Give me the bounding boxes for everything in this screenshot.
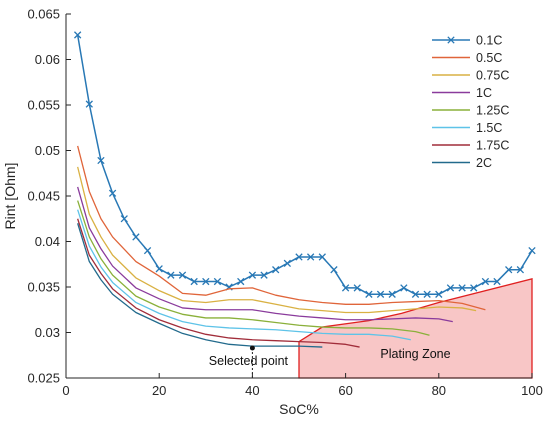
data-point-0.1C bbox=[435, 290, 443, 298]
data-point-0.1C bbox=[318, 253, 326, 261]
x-tick-label: 40 bbox=[245, 383, 259, 398]
data-point-0.1C bbox=[341, 284, 350, 292]
data-point-0.1C bbox=[283, 259, 292, 267]
x-tick-label: 20 bbox=[152, 383, 166, 398]
y-tick-label: 0.04 bbox=[35, 234, 60, 249]
data-point-0.1C bbox=[388, 290, 396, 298]
data-point-0.1C bbox=[73, 31, 82, 39]
data-point-0.1C bbox=[155, 265, 163, 273]
plating-zone-layer bbox=[298, 277, 533, 379]
legend-label-1.25C: 1.25C bbox=[476, 104, 509, 118]
selected-point-marker bbox=[249, 345, 255, 351]
data-point-0.1C bbox=[400, 284, 408, 292]
legend: 0.1C 0.5C 0.75C 1C 1.25C 1.5C 1.75C 2C bbox=[432, 34, 509, 170]
legend-label-0.75C: 0.75C bbox=[476, 69, 509, 83]
data-point-0.1C bbox=[481, 277, 490, 286]
data-point-0.1C bbox=[190, 277, 198, 286]
legend-label-0.5C: 0.5C bbox=[476, 51, 502, 65]
data-point-0.1C bbox=[411, 290, 420, 298]
legend-marker-0.1C bbox=[447, 36, 455, 44]
legend-label-1.75C: 1.75C bbox=[476, 139, 509, 153]
data-point-0.1C bbox=[505, 266, 513, 274]
data-point-0.1C bbox=[493, 277, 501, 286]
data-point-0.1C bbox=[143, 246, 152, 255]
series-line-0.75C bbox=[77, 166, 477, 314]
x-tick-label: 60 bbox=[338, 383, 352, 398]
data-point-0.1C bbox=[516, 266, 525, 274]
y-tick-label: 0.06 bbox=[35, 52, 60, 67]
data-point-0.1C bbox=[365, 290, 373, 298]
data-point-0.1C bbox=[132, 233, 140, 241]
plating-zone-area bbox=[298, 277, 533, 379]
x-tick-label: 80 bbox=[432, 383, 446, 398]
legend-label-0.1C: 0.1C bbox=[476, 34, 502, 48]
series-line-1.5C bbox=[77, 209, 411, 341]
legend-label-1C: 1C bbox=[476, 86, 492, 100]
legend-label-1.5C: 1.5C bbox=[476, 121, 502, 135]
data-point-0.1C bbox=[458, 284, 466, 292]
series-layer bbox=[73, 31, 536, 348]
series-line-1.25C bbox=[77, 200, 430, 336]
data-point-0.1C bbox=[120, 215, 128, 223]
y-tick-label: 0.055 bbox=[27, 98, 60, 113]
series-line-2C bbox=[77, 223, 323, 348]
data-point-0.1C bbox=[167, 271, 175, 279]
data-point-0.1C bbox=[97, 156, 105, 165]
data-point-0.1C bbox=[306, 253, 315, 261]
data-point-0.1C bbox=[213, 277, 222, 286]
data-point-0.1C bbox=[295, 253, 303, 261]
series-line-1C bbox=[77, 186, 453, 323]
data-point-0.1C bbox=[260, 271, 268, 279]
series-line-0.5C bbox=[77, 145, 486, 311]
data-point-0.1C bbox=[353, 284, 361, 292]
data-point-0.1C bbox=[272, 266, 280, 274]
y-tick-label: 0.05 bbox=[35, 143, 60, 158]
legend-label-2C: 2C bbox=[476, 156, 492, 170]
selected-point-label: Selected point bbox=[209, 354, 289, 368]
annotation-layer: Plating Zone Selected point bbox=[209, 345, 451, 378]
x-axis-label: SoC% bbox=[279, 401, 319, 417]
data-point-0.1C bbox=[178, 271, 187, 279]
data-point-0.1C bbox=[528, 246, 536, 255]
y-tick-label: 0.025 bbox=[27, 371, 60, 386]
data-point-0.1C bbox=[202, 277, 210, 286]
data-point-0.1C bbox=[85, 100, 93, 108]
data-point-0.1C bbox=[330, 266, 338, 274]
plating-zone-label: Plating Zone bbox=[380, 347, 450, 361]
x-tick-label: 100 bbox=[521, 383, 543, 398]
data-point-0.1C bbox=[237, 277, 245, 286]
data-point-0.1C bbox=[423, 290, 431, 298]
y-tick-label: 0.03 bbox=[35, 325, 60, 340]
series-line-0.1C bbox=[76, 34, 533, 296]
data-point-0.1C bbox=[470, 284, 478, 292]
y-tick-label: 0.065 bbox=[27, 7, 60, 22]
data-point-0.1C bbox=[108, 189, 117, 197]
data-point-0.1C bbox=[248, 271, 257, 279]
series-line-1.75C bbox=[77, 218, 360, 348]
y-axis-label: Rint [Ohm] bbox=[2, 163, 18, 230]
data-point-0.1C bbox=[446, 284, 455, 292]
axes: 0 20 40 60 80 100 0.025 0.03 0.035 0.04 0.045 0.05 0… bbox=[2, 7, 543, 418]
y-tick-label: 0.045 bbox=[27, 189, 60, 204]
x-tick-label: 0 bbox=[62, 383, 69, 398]
data-point-0.1C bbox=[376, 290, 385, 298]
y-tick-label: 0.035 bbox=[27, 280, 60, 295]
